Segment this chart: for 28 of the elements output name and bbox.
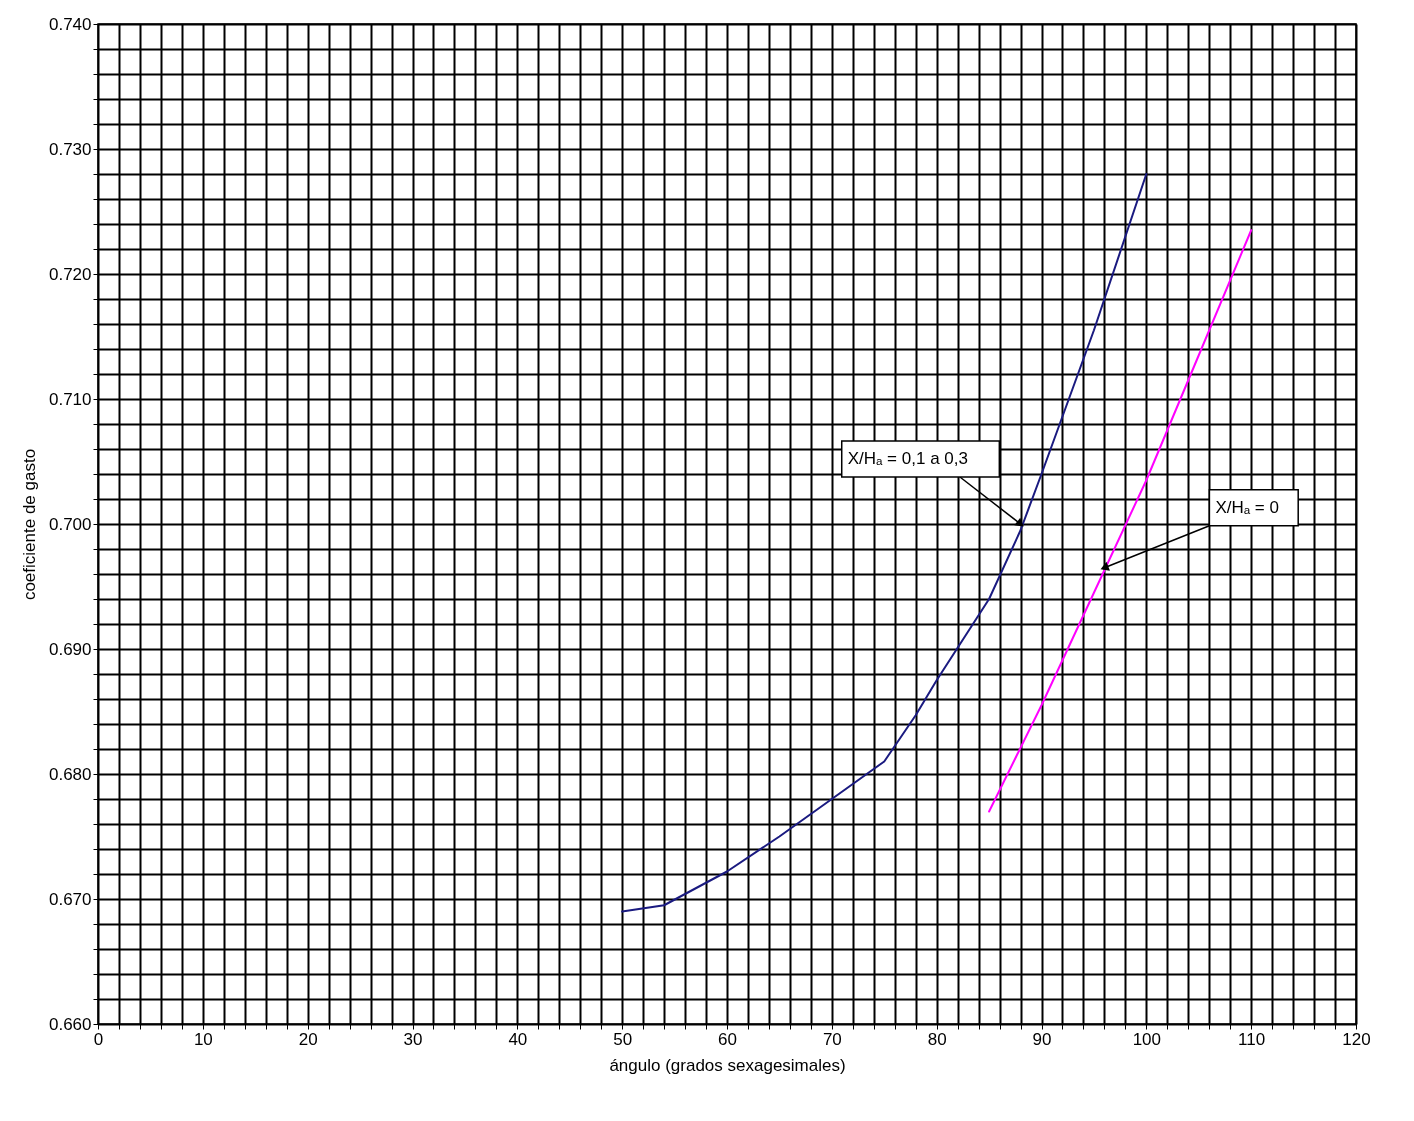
x-tick-label: 30 — [403, 1029, 423, 1049]
y-axis-title: coeficiente de gasto — [19, 448, 39, 601]
x-tick-label: 110 — [1238, 1029, 1266, 1049]
line-series — [988, 229, 1253, 813]
y-tick-label: 0.730 — [48, 139, 92, 159]
y-tick-label: 0.660 — [48, 1014, 92, 1034]
x-tick-label: 80 — [927, 1029, 947, 1049]
annotation: X/Hₐ = 0 — [1215, 497, 1279, 517]
x-tick-label: 120 — [1342, 1029, 1371, 1049]
x-tick-label: 100 — [1132, 1029, 1162, 1049]
annotation: X/Hₐ = 0,1 a 0,3 — [847, 449, 968, 468]
x-tick-label: 20 — [298, 1029, 318, 1049]
y-tick-label: 0.680 — [48, 764, 92, 784]
y-tick-label: 0.710 — [48, 389, 92, 409]
y-tick-label: 0.740 — [48, 14, 92, 34]
x-tick-label: 50 — [613, 1029, 633, 1049]
y-tick-label: 0.690 — [48, 639, 92, 659]
y-tick-label: 0.720 — [48, 264, 92, 284]
x-axis-title: ángulo (grados sexagesimales) — [609, 1055, 846, 1075]
line-series — [621, 173, 1148, 913]
x-tick-label: 0 — [93, 1029, 104, 1049]
x-tick-label: 40 — [508, 1029, 528, 1049]
x-tick-label: 90 — [1032, 1029, 1052, 1049]
x-tick-label: 60 — [718, 1029, 737, 1049]
y-tick-label: 0.700 — [48, 514, 92, 534]
y-tick-label: 0.670 — [48, 889, 92, 909]
x-tick-label: 10 — [193, 1029, 213, 1049]
x-tick-label: 70 — [822, 1029, 842, 1049]
